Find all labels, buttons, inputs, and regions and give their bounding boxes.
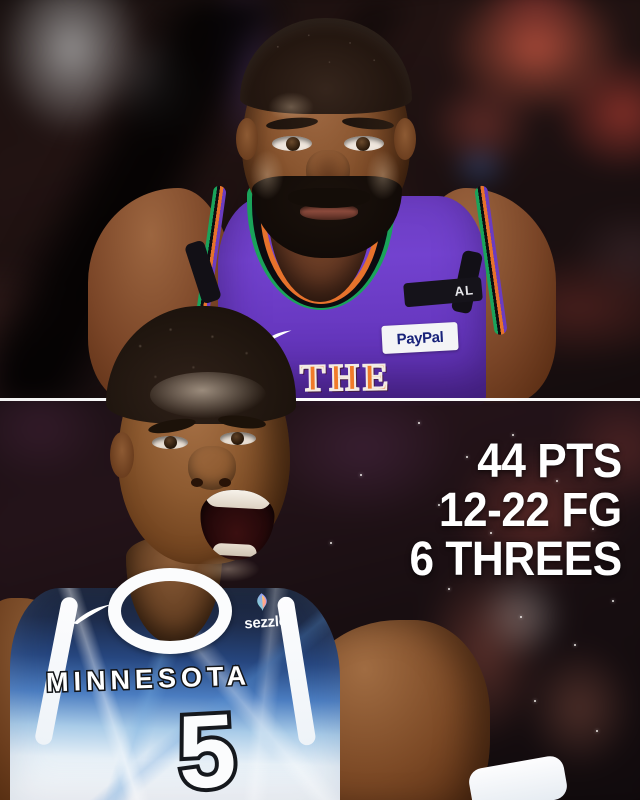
nike-swoosh-icon (71, 604, 113, 625)
player-ear-left (110, 432, 134, 478)
lower-teeth (212, 542, 257, 558)
panel-divider (0, 398, 640, 401)
pupil (231, 432, 244, 445)
player-ear-left (236, 118, 258, 160)
upper-teeth (204, 488, 272, 510)
player-mouth (300, 204, 358, 220)
player-eye-right (220, 432, 256, 445)
stat-line-threes: 6 THREES (409, 533, 623, 586)
chin-highlight (196, 556, 260, 582)
player-eye-left (272, 136, 312, 151)
stat-line-field-goals: 12-22 FG (439, 484, 622, 537)
sezzle-sponsor-patch: sezzle (230, 590, 299, 640)
player-nose (188, 446, 236, 490)
nostril-right (219, 478, 231, 487)
player-eye-left (152, 436, 188, 449)
forehead-sweat-highlight (150, 372, 266, 418)
stat-overlay: 44 PTS 12-22 FG 6 THREES (391, 435, 623, 586)
stat-line-points: 44 PTS (477, 435, 622, 488)
pupil (164, 436, 177, 449)
cheek-highlight-right (366, 150, 400, 200)
sezzle-label: sezzle (243, 612, 288, 633)
pupil (286, 137, 300, 151)
jersey-collar-white (108, 568, 232, 654)
sezzle-logo-icon (252, 592, 271, 613)
jersey-number: 5 (171, 689, 243, 800)
player-moustache (288, 188, 370, 208)
nostril-left (191, 478, 203, 487)
pupil (356, 137, 370, 151)
player-eye-right (344, 136, 384, 151)
player-ear-right (394, 118, 416, 160)
cheek-highlight-left (250, 150, 284, 200)
